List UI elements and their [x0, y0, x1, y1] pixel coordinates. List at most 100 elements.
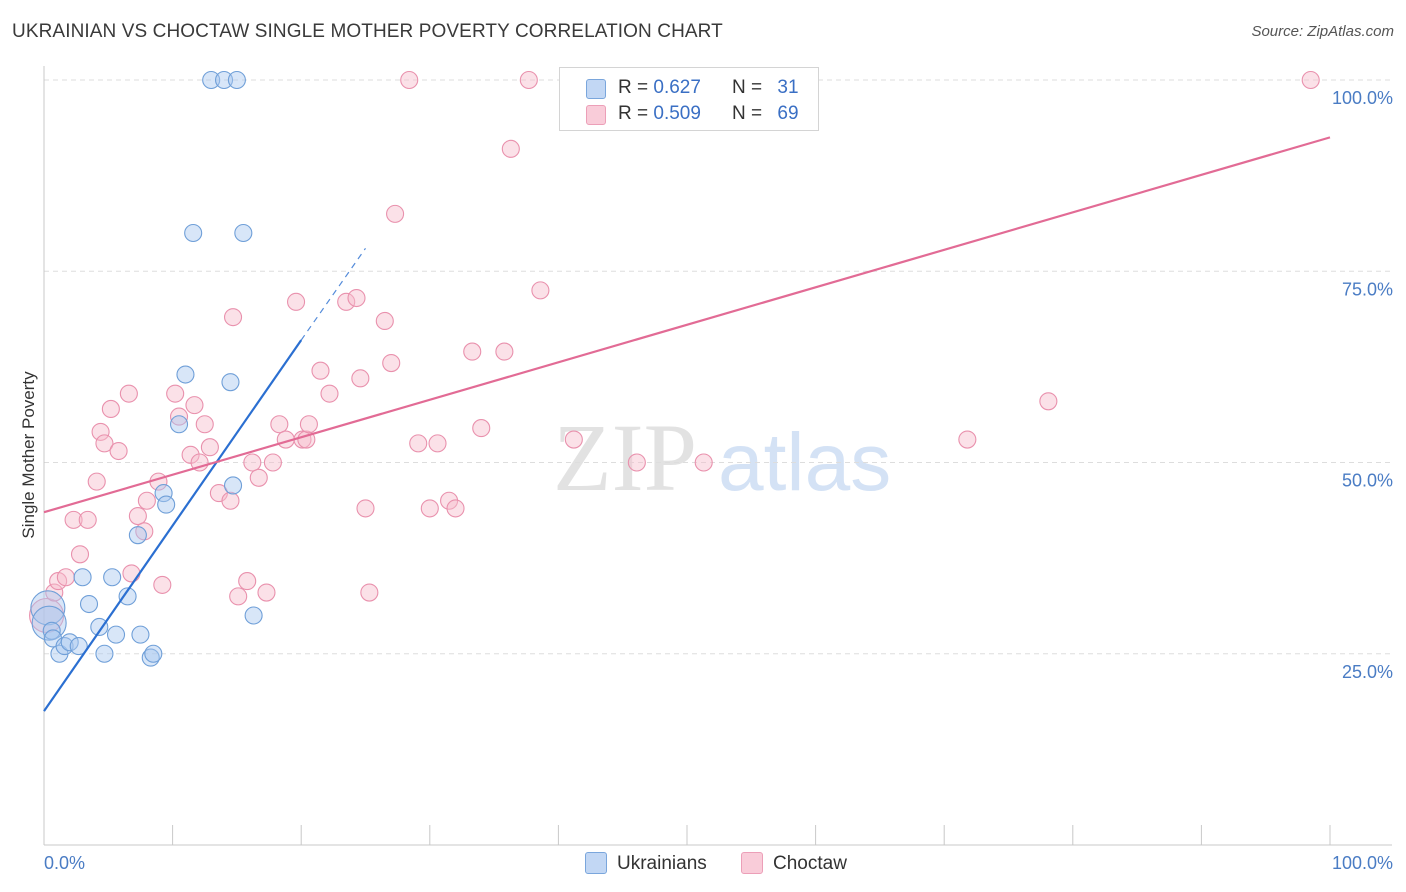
- legend-swatch-ukrainians: [586, 79, 606, 99]
- choctaw-point: [95, 434, 114, 453]
- legend-n-label: N = 69: [732, 103, 799, 124]
- ukrainian-point: [202, 70, 221, 90]
- legend-swatch-ukrainians: [585, 852, 607, 874]
- choctaw-point: [382, 353, 401, 373]
- choctaw-point: [229, 587, 248, 606]
- choctaw-point: [109, 441, 128, 461]
- legend-r-label: R = 0.509: [618, 103, 701, 124]
- choctaw-point: [1301, 70, 1320, 90]
- ukrainian-point: [184, 223, 203, 243]
- choctaw-point: [627, 453, 646, 472]
- choctaw-point: [153, 575, 172, 594]
- ukrainian-point: [244, 606, 263, 625]
- choctaw-point: [375, 311, 394, 331]
- ukrainian-point: [30, 590, 66, 626]
- ukrainian-point: [79, 594, 99, 614]
- choctaw-point: [101, 399, 120, 419]
- choctaw-point: [463, 342, 482, 361]
- choctaw-point: [195, 415, 214, 434]
- choctaw-point: [420, 499, 439, 518]
- legend-n-value: 69: [777, 103, 799, 124]
- choctaw-point: [263, 453, 282, 472]
- choctaw-point: [958, 430, 977, 449]
- choctaw-point: [1039, 392, 1058, 411]
- watermark: ZIP atlas: [553, 404, 891, 511]
- choctaw-point: [531, 281, 550, 300]
- choctaw-point: [238, 572, 257, 591]
- choctaw-point: [137, 491, 156, 510]
- choctaw-point: [564, 430, 583, 449]
- choctaw-point: [200, 438, 219, 457]
- choctaw-point: [320, 384, 339, 403]
- choctaw-point: [221, 491, 240, 510]
- ukrainian-point: [118, 587, 137, 606]
- ukrainian-trend-line: [43, 339, 303, 712]
- choctaw-point: [270, 415, 289, 434]
- legend-r-value: 0.509: [653, 103, 701, 124]
- ukrainian-point: [157, 495, 176, 514]
- stats-legend: R = 0.627 N = 31 R = 0.509 N = 69: [559, 67, 819, 131]
- ukrainian-point: [73, 568, 92, 587]
- ukrainian-point: [154, 484, 173, 503]
- gridlines: [44, 79, 1392, 655]
- choctaw-point: [64, 510, 83, 529]
- legend-label-choctaw: Choctaw: [773, 853, 847, 874]
- choctaw-point: [409, 434, 428, 453]
- ukrainian-points: [30, 70, 263, 667]
- choctaw-point: [400, 70, 419, 90]
- legend-swatch-choctaw: [741, 852, 763, 874]
- choctaw-point: [440, 491, 459, 510]
- x-tick-label: 0.0%: [44, 853, 85, 873]
- legend-label-ukrainians: Ukrainians: [617, 853, 707, 874]
- choctaw-points: [29, 70, 1320, 634]
- choctaw-point: [287, 292, 306, 311]
- ukrainian-point: [223, 476, 243, 495]
- ukrainian-point: [234, 223, 253, 243]
- y-tick-label: 100.0%: [1332, 88, 1393, 108]
- choctaw-point: [446, 499, 465, 518]
- ukrainian-point: [69, 637, 88, 656]
- choctaw-point: [356, 499, 375, 518]
- y-tick-label: 25.0%: [1342, 662, 1393, 682]
- ukrainian-point: [144, 644, 163, 663]
- choctaw-point: [87, 472, 106, 491]
- ukrainian-point: [176, 365, 195, 384]
- choctaw-point: [351, 369, 370, 388]
- choctaw-point: [166, 384, 185, 403]
- tick-labels: 100.0% 75.0% 50.0% 25.0% 0.0% 100.0%: [44, 88, 1393, 873]
- ukrainian-point: [103, 568, 122, 587]
- trend-lines: [43, 136, 1331, 712]
- choctaw-point: [311, 361, 330, 380]
- choctaw-point: [128, 506, 147, 526]
- ukrainian-point: [131, 625, 150, 644]
- choctaw-point: [56, 568, 75, 587]
- legend-r-value: 0.627: [653, 77, 701, 98]
- legend-r-label: R = 0.627: [618, 77, 701, 98]
- axes: [43, 66, 1392, 846]
- source-label: Source: ZipAtlas.com: [1251, 23, 1394, 40]
- choctaw-point: [428, 434, 447, 453]
- y-tick-label: 50.0%: [1342, 471, 1393, 491]
- choctaw-trend-line: [43, 136, 1331, 514]
- watermark-zip: ZIP: [553, 404, 697, 511]
- choctaw-point: [185, 396, 204, 415]
- choctaw-point: [360, 583, 379, 602]
- x-tick-label: 100.0%: [1332, 853, 1393, 873]
- choctaw-point: [223, 308, 243, 327]
- ukrainian-point: [227, 70, 246, 90]
- choctaw-point: [347, 288, 366, 308]
- choctaw-point: [243, 453, 262, 472]
- ukrainian-point: [214, 70, 234, 90]
- choctaw-point: [122, 564, 141, 583]
- y-tick-label: 75.0%: [1342, 279, 1393, 299]
- ukrainian-point: [42, 621, 61, 640]
- choctaw-point: [70, 545, 90, 564]
- ukrainian-point: [95, 644, 114, 663]
- ukrainian-point: [128, 526, 147, 545]
- ukrainian-point: [60, 633, 79, 652]
- choctaw-point: [501, 139, 520, 158]
- choctaw-point: [694, 453, 713, 472]
- choctaw-point: [519, 70, 538, 90]
- choctaw-point: [299, 415, 318, 434]
